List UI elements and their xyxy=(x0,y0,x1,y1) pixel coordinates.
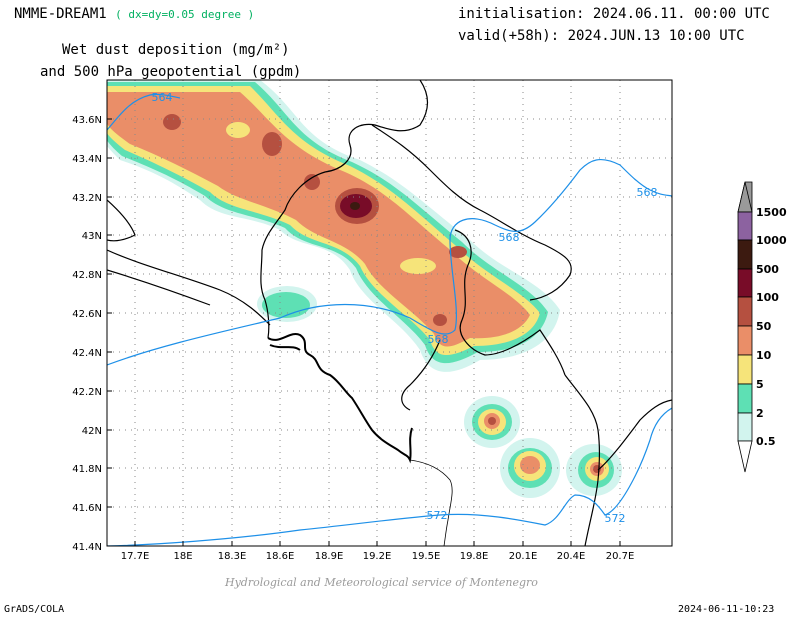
colorbar-swatch xyxy=(737,268,753,298)
title-line-1: Wet dust deposition (mg/m²) xyxy=(62,42,290,58)
lat-label: 43.2N xyxy=(72,193,102,204)
lon-label: 18.3E xyxy=(218,551,247,562)
coastline xyxy=(267,332,413,464)
lat-label: 41.6N xyxy=(72,503,102,514)
grid-lines xyxy=(107,80,672,546)
lon-label: 19.8E xyxy=(460,551,489,562)
lat-labels: 43.6N 43.4N 43.2N 43N 42.8N 42.6N 42.4N … xyxy=(72,115,102,553)
lat-label: 42.6N xyxy=(72,309,102,320)
lat-label: 42N xyxy=(82,426,102,437)
contour-label: 564 xyxy=(152,91,173,104)
title-line-2: and 500 hPa geopotential (gpdm) xyxy=(40,64,302,80)
lon-labels: 17.7E 18E 18.3E 18.6E 18.9E 19.2E 19.5E … xyxy=(121,551,635,562)
colorbar-label: 5 xyxy=(756,378,764,391)
colorbar-label: 500 xyxy=(756,263,779,276)
lon-label: 18.6E xyxy=(266,551,295,562)
country-borders xyxy=(107,80,672,546)
footer-right: 2024-06-11-10:23 xyxy=(678,604,775,615)
footer-left: GrADS/COLA xyxy=(4,604,65,615)
contour-label: 572 xyxy=(605,512,626,525)
contour-label: 568 xyxy=(637,186,658,199)
colorbar-swatch xyxy=(737,239,753,270)
colorbar-swatch xyxy=(737,325,753,356)
lat-label: 43N xyxy=(82,231,102,242)
lon-label: 18E xyxy=(173,551,192,562)
colorbar-label: 50 xyxy=(756,320,772,333)
colorbar-label: 10 xyxy=(756,349,772,362)
credit-text: Hydrological and Meteorological service … xyxy=(225,576,538,589)
lon-label: 18.9E xyxy=(315,551,344,562)
colorbar xyxy=(737,181,753,473)
lat-label: 41.4N xyxy=(72,542,102,553)
colorbar-label: 100 xyxy=(756,291,779,304)
lat-label: 42.2N xyxy=(72,387,102,398)
lon-label: 20.7E xyxy=(606,551,635,562)
colorbar-label: 1000 xyxy=(756,234,787,247)
colorbar-swatch xyxy=(737,296,753,327)
contour-label: 572 xyxy=(427,509,448,522)
lon-label: 19.5E xyxy=(412,551,441,562)
dust-field xyxy=(107,80,622,498)
model-name: NMME-DREAM1 xyxy=(14,6,107,22)
colorbar-label: 1500 xyxy=(756,206,787,219)
axis-ticks xyxy=(107,118,621,546)
contour-label: 568 xyxy=(499,231,520,244)
valid-time: valid(+58h): 2024.JUN.13 10:00 UTC xyxy=(458,28,745,44)
colorbar-labels: 1500 1000 500 100 50 10 5 2 0.5 xyxy=(756,206,787,448)
colorbar-bottom-arrow xyxy=(737,440,753,473)
lon-label: 20.4E xyxy=(557,551,586,562)
lat-label: 42.8N xyxy=(72,270,102,281)
minor-boundary xyxy=(409,459,453,547)
colorbar-swatch xyxy=(737,383,753,414)
colorbar-swatch xyxy=(737,354,753,385)
lat-label: 43.4N xyxy=(72,154,102,165)
colorbar-label: 2 xyxy=(756,407,764,420)
lat-label: 41.8N xyxy=(72,464,102,475)
dust-level-500 xyxy=(350,202,360,210)
lat-label: 43.6N xyxy=(72,115,102,126)
contour-label: 568 xyxy=(428,333,449,346)
lon-label: 17.7E xyxy=(121,551,150,562)
colorbar-swatch xyxy=(737,412,753,442)
init-time: initialisation: 2024.06.11. 00:00 UTC xyxy=(458,6,770,22)
lat-label: 42.4N xyxy=(72,348,102,359)
resolution-label: ( dx=dy=0.05 degree ) xyxy=(115,8,255,21)
geopotential-contours xyxy=(107,93,672,546)
colorbar-label: 0.5 xyxy=(756,435,776,448)
lon-label: 20.1E xyxy=(509,551,538,562)
lon-label: 19.2E xyxy=(363,551,392,562)
colorbar-swatch xyxy=(737,211,753,241)
